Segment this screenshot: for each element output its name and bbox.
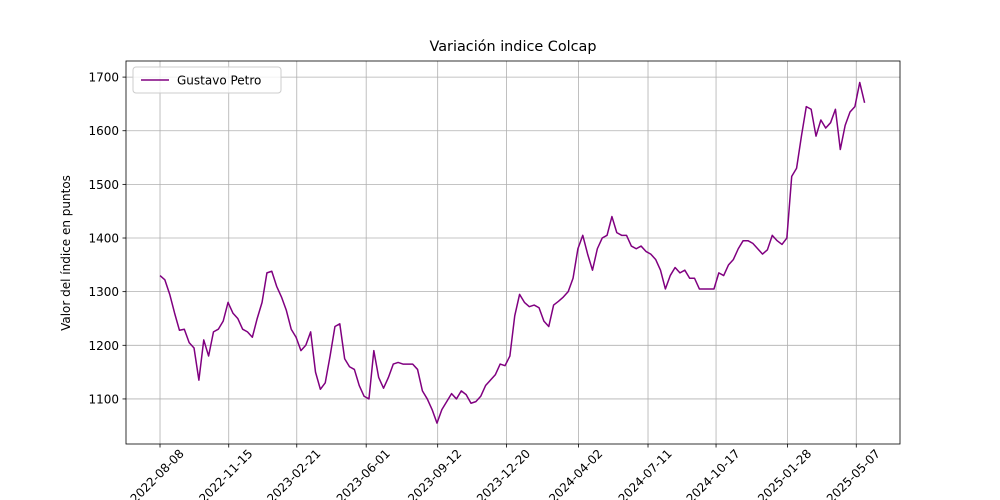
y-axis-label: Valor del índice en puntos (59, 175, 73, 331)
y-tick-label: 1500 (88, 178, 119, 192)
y-tick-label: 1600 (88, 124, 119, 138)
y-tick-label: 1700 (88, 71, 119, 85)
y-tick-label: 1400 (88, 232, 119, 246)
legend-label: Gustavo Petro (177, 74, 261, 88)
y-tick-label: 1100 (88, 392, 119, 406)
y-tick-label: 1300 (88, 285, 119, 299)
legend-box (132, 66, 282, 94)
data-line (159, 81, 866, 424)
y-tick-label: 1200 (88, 339, 119, 353)
chart-title: Variación indice Colcap (430, 39, 597, 55)
axes-frame (125, 60, 901, 445)
